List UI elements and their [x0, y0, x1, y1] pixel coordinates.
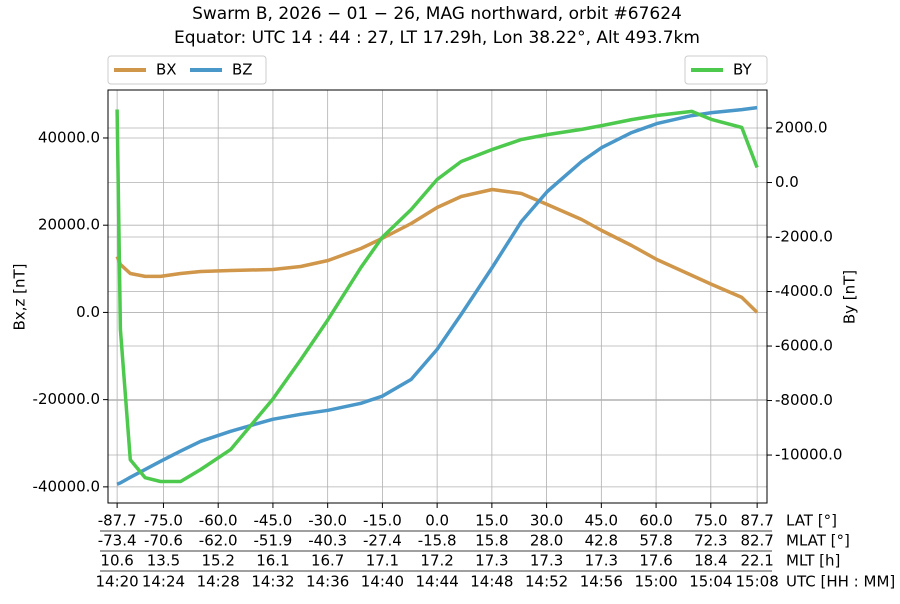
x-row-label: -73.4: [98, 532, 137, 550]
x-row-label: 14:36: [306, 573, 349, 591]
y2-tick-label: -4000.0: [775, 282, 833, 300]
x-row-label: 17.1: [366, 552, 399, 570]
x-tick-label: -87.7: [98, 512, 137, 530]
legend-box: [684, 55, 768, 85]
x-tick-label: 15.0: [475, 512, 508, 530]
plot-frame: [107, 89, 768, 504]
x-row-label: 16.7: [311, 552, 344, 570]
legend-label: BZ: [232, 61, 253, 79]
x-row-label: 15.8: [475, 532, 508, 550]
y2-tick-label: -2000.0: [775, 228, 833, 246]
x-row-label: 82.7: [740, 532, 773, 550]
x-row-label: -15.8: [418, 532, 457, 550]
x-row-label: 14:56: [580, 573, 623, 591]
legend-box: [107, 55, 267, 85]
x-row-label: 10.6: [100, 552, 133, 570]
x-row-label: -40.3: [308, 532, 347, 550]
x-row-label: 22.1: [740, 552, 773, 570]
x-row-label: 14:52: [525, 573, 568, 591]
x-row-label: 28.0: [530, 532, 563, 550]
chart-title: Swarm B, 2026 − 01 − 26, MAG northward, …: [192, 4, 682, 24]
x-tick-label: -15.0: [363, 512, 402, 530]
x-row-label: 17.3: [530, 552, 563, 570]
x-row-label: 17.3: [585, 552, 618, 570]
y2-tick-label: 2000.0: [775, 119, 828, 137]
x-tick-label: -30.0: [308, 512, 347, 530]
x-tick-label: 60.0: [639, 512, 672, 530]
series-line: [115, 187, 759, 314]
x-row-name: MLT [h]: [786, 552, 840, 570]
y2-tick-label: -10000.0: [775, 446, 842, 464]
x-tick-label: 87.7: [740, 512, 773, 530]
legend-label: BY: [733, 61, 752, 79]
x-row-label: 17.6: [639, 552, 672, 570]
x-axis-label: LAT [°]: [786, 512, 837, 530]
x-row-label: 15:08: [736, 573, 779, 591]
x-tick-label: 0.0: [425, 512, 449, 530]
series-line: [116, 105, 758, 486]
x-tick-label: 45.0: [585, 512, 618, 530]
chart-subtitle: Equator: UTC 14 : 44 : 27, LT 17.29h, Lo…: [174, 28, 700, 48]
x-row-label: 14:24: [142, 573, 185, 591]
x-row-label: 14:28: [197, 573, 240, 591]
y-tick-label: -20000.0: [33, 390, 100, 408]
x-tick-label: 75.0: [694, 512, 727, 530]
x-row-label: 14:32: [251, 573, 294, 591]
x-tick-label: 30.0: [530, 512, 563, 530]
x-row-label: 16.1: [256, 552, 289, 570]
x-row-label: 57.8: [639, 532, 672, 550]
x-row-label: -51.9: [254, 532, 293, 550]
x-row-label: 72.3: [694, 532, 727, 550]
series-line: [115, 109, 759, 484]
x-row-name: MLAT [°]: [786, 532, 850, 550]
legend-label: BX: [156, 61, 177, 79]
x-row-label: 15:04: [689, 573, 732, 591]
x-row-label: -62.0: [199, 532, 238, 550]
y-tick-label: -40000.0: [33, 477, 100, 495]
x-row-label: 13.5: [147, 552, 180, 570]
y2-axis-label: By [nT]: [841, 270, 859, 324]
x-tick-label: -45.0: [254, 512, 293, 530]
x-row-label: -70.6: [144, 532, 183, 550]
y-tick-label: 0.0: [76, 303, 100, 321]
x-row-label: 17.2: [420, 552, 453, 570]
x-row-label: 14:44: [416, 573, 459, 591]
x-row-label: 42.8: [585, 532, 618, 550]
x-row-label: 17.3: [475, 552, 508, 570]
x-row-name: UTC [HH : MM]: [786, 573, 895, 591]
x-row-label: 14:40: [361, 573, 404, 591]
y2-tick-label: -8000.0: [775, 391, 833, 409]
x-row-label: 18.4: [694, 552, 727, 570]
x-tick-label: -75.0: [144, 512, 183, 530]
x-tick-label: -60.0: [199, 512, 238, 530]
y2-tick-label: 0.0: [775, 173, 799, 191]
x-row-label: 14:20: [96, 573, 139, 591]
y2-tick-label: -6000.0: [775, 337, 833, 355]
x-row-label: -27.4: [363, 532, 402, 550]
x-row-label: 15:00: [634, 573, 677, 591]
x-row-label: 15.2: [201, 552, 234, 570]
y-tick-label: 20000.0: [38, 216, 100, 234]
x-row-label: 14:48: [470, 573, 513, 591]
y-axis-label: Bx,z [nT]: [11, 264, 29, 331]
y-tick-label: 40000.0: [38, 128, 100, 146]
